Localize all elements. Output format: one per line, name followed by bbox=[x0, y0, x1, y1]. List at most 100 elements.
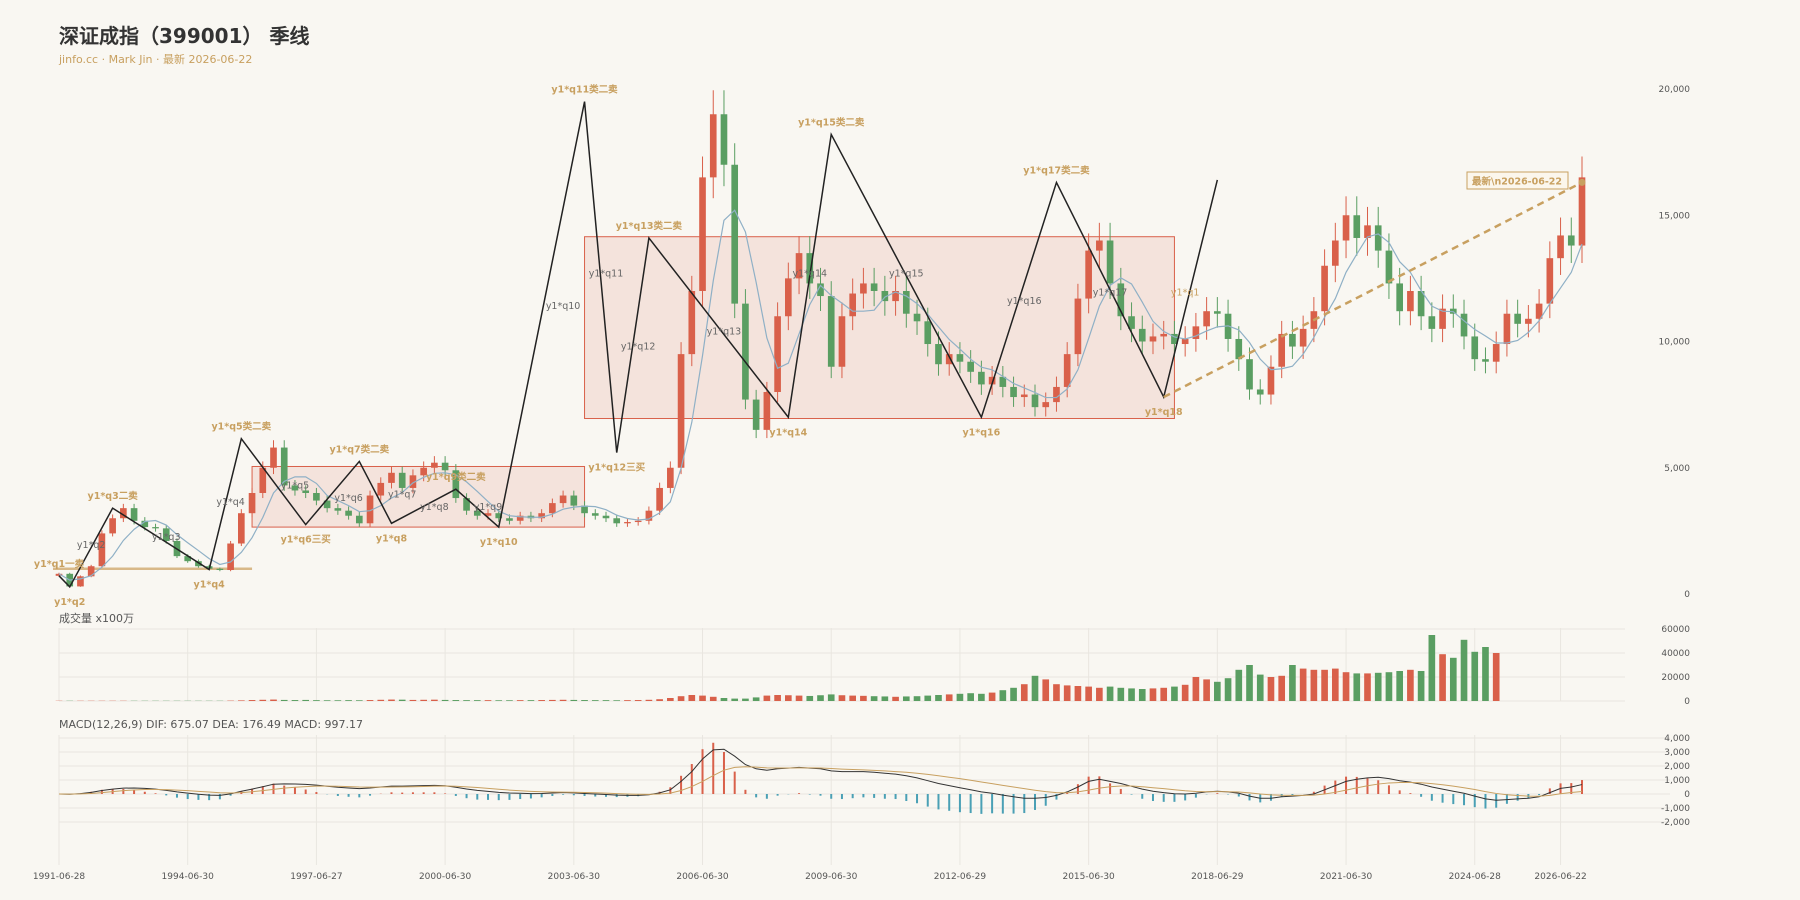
point-label: y1*q13 bbox=[707, 326, 742, 337]
volume-bar bbox=[431, 699, 438, 701]
candle-body bbox=[1267, 366, 1275, 395]
candle-body bbox=[591, 513, 599, 516]
candle-body bbox=[270, 447, 277, 468]
point-label: y1*q6 bbox=[334, 493, 363, 504]
candle-body bbox=[978, 371, 985, 385]
volume-bar bbox=[645, 699, 653, 701]
chart-subtitle: jinfo.cc · Mark Jin · 最新 2026-06-22 bbox=[59, 53, 253, 66]
candle-body bbox=[184, 556, 192, 562]
candle-body bbox=[1074, 298, 1082, 355]
candle-body bbox=[431, 462, 438, 468]
macd-bar bbox=[186, 794, 189, 800]
price-tick-label: 20,000 bbox=[1659, 85, 1691, 95]
candle-body bbox=[1492, 344, 1500, 362]
macd-bar bbox=[154, 793, 157, 794]
macd-bar bbox=[1269, 794, 1272, 801]
candle-body bbox=[806, 253, 814, 284]
candle-body bbox=[55, 573, 63, 576]
candle-body bbox=[1010, 386, 1017, 398]
candle-body bbox=[409, 475, 417, 488]
volume-bar bbox=[988, 692, 996, 701]
macd-bar bbox=[851, 794, 854, 799]
volume-bar bbox=[752, 697, 760, 701]
point-label: y1*q3二卖 bbox=[88, 490, 139, 502]
volume-bar bbox=[398, 699, 406, 701]
volume-bar bbox=[1396, 671, 1403, 701]
x-tick-label: 2021-06-30 bbox=[1320, 872, 1373, 882]
volume-bar bbox=[902, 696, 910, 701]
candle-body bbox=[291, 485, 299, 491]
latest-dash-line bbox=[1163, 181, 1583, 399]
candle-body bbox=[1117, 283, 1125, 317]
x-tick-label: 2012-06-29 bbox=[934, 872, 987, 882]
dif-line bbox=[58, 748, 1583, 801]
candle-body bbox=[677, 354, 685, 468]
volume-bar bbox=[452, 700, 460, 701]
ma-line bbox=[58, 209, 1583, 581]
volume-bar bbox=[1364, 673, 1371, 701]
point-label: y1*q7类二卖 bbox=[329, 443, 389, 455]
volume-bar bbox=[731, 698, 739, 701]
candle-body bbox=[892, 291, 899, 302]
volume-bar bbox=[1321, 669, 1328, 701]
volume-bar bbox=[334, 700, 342, 701]
macd-bar bbox=[1023, 794, 1026, 814]
volume-bar bbox=[1471, 651, 1479, 701]
macd-panel bbox=[58, 742, 1583, 814]
candle-body bbox=[1525, 318, 1532, 324]
volume-bar bbox=[1224, 678, 1232, 701]
point-label: y1*q6三买 bbox=[281, 535, 332, 546]
volume-bar bbox=[774, 695, 781, 701]
macd-bar bbox=[304, 789, 307, 794]
volume-bar bbox=[699, 695, 706, 701]
candle-body bbox=[238, 513, 245, 544]
point-label: y1*q16 bbox=[962, 427, 1000, 438]
candle-body bbox=[967, 361, 974, 372]
macd-bar bbox=[465, 794, 468, 799]
candle-body bbox=[248, 493, 256, 514]
candle-body bbox=[1535, 303, 1543, 319]
macd-bar bbox=[701, 749, 704, 794]
candle-body bbox=[441, 462, 449, 471]
macd-bar bbox=[1355, 776, 1358, 794]
bi-stroke-line bbox=[58, 101, 1219, 589]
candle-body bbox=[602, 515, 610, 519]
macd-bar bbox=[916, 794, 919, 804]
macd-bar bbox=[690, 764, 693, 794]
candle-body bbox=[634, 520, 642, 523]
volume-bar bbox=[1278, 675, 1286, 701]
candle-body bbox=[516, 515, 524, 521]
volume-bar bbox=[388, 699, 395, 701]
candle-body bbox=[1578, 177, 1586, 246]
macd-bar bbox=[336, 794, 339, 796]
macd-title: MACD(12,26,9) DIF: 675.07 DEA: 176.49 MA… bbox=[59, 718, 364, 731]
candle-body bbox=[935, 344, 942, 365]
candle-body bbox=[1514, 313, 1521, 324]
macd-bar bbox=[208, 794, 211, 801]
macd-bar bbox=[1098, 776, 1101, 794]
candle-body bbox=[699, 177, 706, 291]
volume-bar bbox=[345, 700, 352, 701]
candle-body bbox=[1482, 359, 1489, 362]
macd-bar bbox=[926, 794, 929, 807]
volume-bar bbox=[763, 695, 771, 701]
volume-bar bbox=[881, 696, 889, 701]
candle-body bbox=[1557, 235, 1564, 259]
volume-bar bbox=[1096, 687, 1103, 701]
volume-bar bbox=[624, 700, 631, 701]
candle-body bbox=[1171, 333, 1178, 345]
candle-body bbox=[656, 487, 663, 511]
candle-body bbox=[366, 495, 374, 524]
volume-bar bbox=[1128, 688, 1135, 701]
volume-bar bbox=[709, 696, 717, 701]
volume-bar bbox=[1482, 647, 1489, 701]
point-label: y1*q15 bbox=[889, 268, 924, 279]
volume-bar bbox=[1310, 669, 1318, 701]
candle-body bbox=[1428, 316, 1436, 329]
candle-body bbox=[195, 561, 202, 567]
point-label: y1*q4 bbox=[194, 580, 226, 591]
macd-bar bbox=[980, 794, 983, 814]
volume-bar bbox=[366, 700, 374, 701]
axis-layer: 0 5,000 10,000 15,000 20,000 0 20000 40000 60000… bbox=[33, 85, 1690, 882]
volume-bar bbox=[1492, 653, 1500, 701]
